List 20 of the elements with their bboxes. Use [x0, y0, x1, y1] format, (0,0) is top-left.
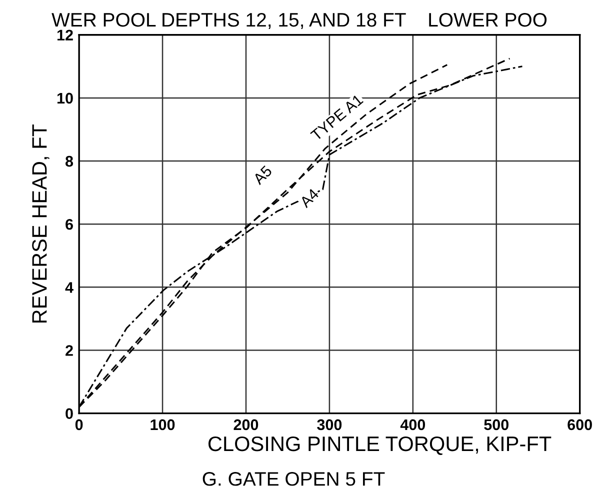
x-tick-label: 0: [75, 419, 83, 430]
chart-title: WER POOL DEPTHS 12, 15, AND 18 FT LOWER POO: [52, 12, 547, 30]
text: A4: [299, 188, 320, 208]
x-tick-label: 200: [234, 419, 258, 430]
text: G. GATE OPEN 5 FT: [202, 472, 385, 486]
y-tick-label: 12: [57, 30, 73, 40]
y-axis-title: REVERSE HEAD, FT: [32, 124, 50, 323]
y-tick-label: 8: [66, 156, 74, 167]
y-tick-label: 10: [57, 92, 73, 104]
y-tick-label: 2: [66, 345, 73, 356]
x-tick-label: 100: [150, 419, 175, 430]
y-tick-label: 6: [66, 218, 73, 230]
x-tick-label: 500: [484, 419, 508, 430]
y-tick-label: 0: [66, 408, 73, 420]
x-tick-label: 400: [400, 419, 426, 430]
x-tick-label: 300: [317, 419, 342, 430]
x-tick-label: 600: [568, 419, 592, 430]
text: A5: [252, 165, 273, 186]
x-axis-title: CLOSING PINTLE TORQUE, KIP-FT: [208, 436, 552, 455]
y-tick-label: 4: [65, 282, 74, 293]
